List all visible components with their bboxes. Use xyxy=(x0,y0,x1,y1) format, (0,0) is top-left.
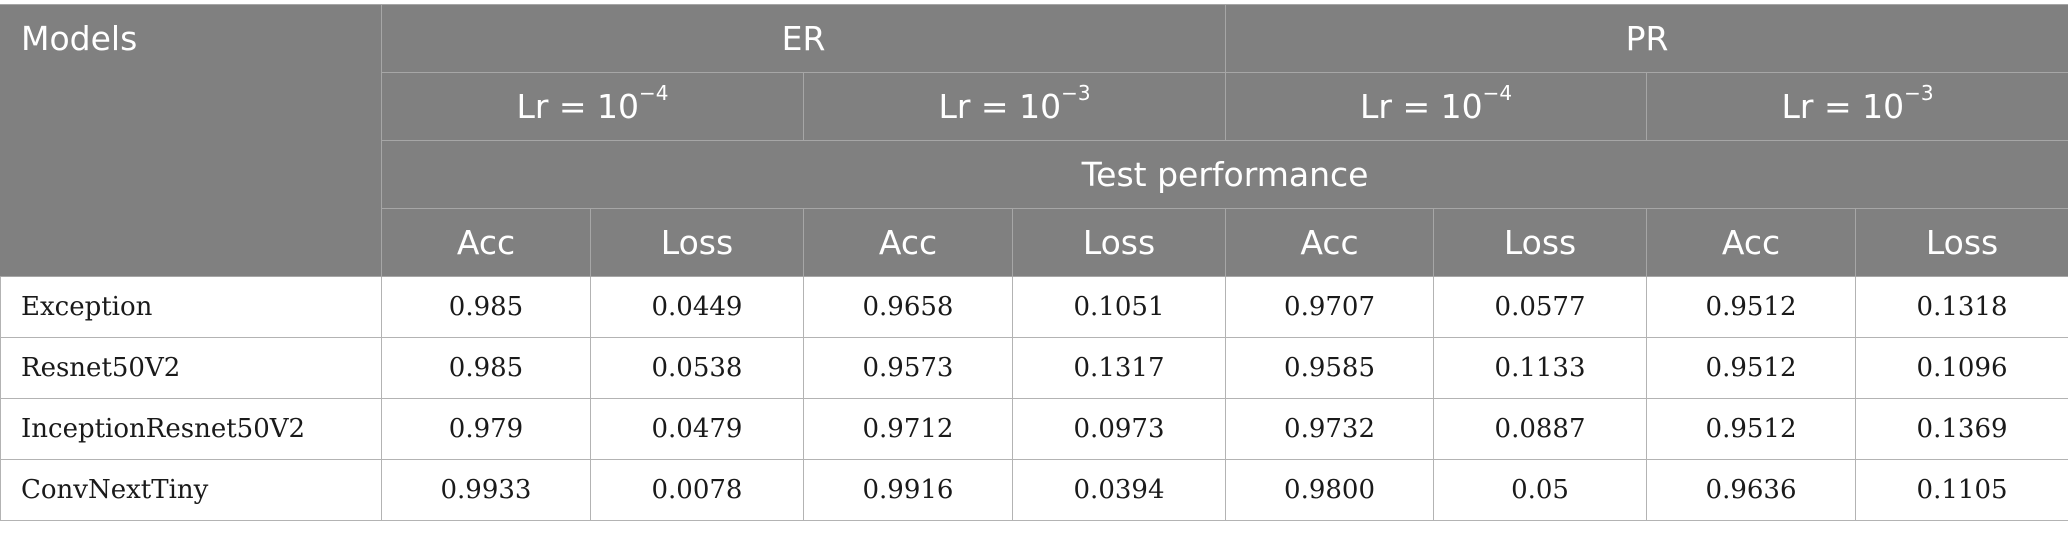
value-cell: 0.0449 xyxy=(590,276,804,338)
value-cell: 0.1317 xyxy=(1011,337,1227,399)
metric-header-loss: Loss xyxy=(590,208,804,277)
table-row: Exception 0.985 0.0449 0.9658 0.1051 0.9… xyxy=(0,276,2068,338)
metric-header-loss: Loss xyxy=(1011,208,1227,277)
metric-header-acc: Acc xyxy=(1225,208,1435,277)
value-cell: 0.9732 xyxy=(1225,398,1435,460)
value-cell: 0.0394 xyxy=(1011,459,1227,521)
value-cell: 0.0973 xyxy=(1011,398,1227,460)
value-cell: 0.9512 xyxy=(1646,398,1857,460)
lr-exponent: −4 xyxy=(1482,81,1513,105)
results-table: Models ER PR Lr = 10−4 Lr = 10−3 Lr = 10… xyxy=(0,4,2068,521)
lr-label: Lr = 10 xyxy=(1781,87,1905,126)
metric-header-acc: Acc xyxy=(381,208,591,277)
table-body: Exception 0.985 0.0449 0.9658 0.1051 0.9… xyxy=(0,276,2068,521)
model-name-cell: Resnet50V2 xyxy=(0,337,382,399)
lr-label: Lr = 10 xyxy=(938,87,1062,126)
value-cell: 0.0538 xyxy=(590,337,804,399)
lr-exponent: −3 xyxy=(1904,81,1934,105)
value-cell: 0.9512 xyxy=(1646,337,1857,399)
value-cell: 0.1105 xyxy=(1855,459,2068,521)
value-cell: 0.0479 xyxy=(590,398,804,460)
value-cell: 0.9933 xyxy=(381,459,591,521)
value-cell: 0.979 xyxy=(381,398,591,460)
header-row-groups: Models ER PR xyxy=(0,4,2068,277)
models-column-header: Models xyxy=(0,4,382,277)
lr-header-pr-1e-3: Lr = 10−3 xyxy=(1646,72,2068,141)
model-name-cell: ConvNextTiny xyxy=(0,459,382,521)
test-performance-header: Test performance xyxy=(380,140,2068,209)
value-cell: 0.0577 xyxy=(1433,276,1648,338)
table-row: InceptionResnet50V2 0.979 0.0479 0.9712 … xyxy=(0,398,2068,460)
value-cell: 0.9658 xyxy=(803,276,1013,338)
metric-header-acc: Acc xyxy=(803,208,1013,277)
lr-exponent: −4 xyxy=(639,81,669,105)
table-row: ConvNextTiny 0.9933 0.0078 0.9916 0.0394… xyxy=(0,459,2068,521)
group-header-er: ER xyxy=(380,4,1227,73)
value-cell: 0.9707 xyxy=(1225,276,1435,338)
value-cell: 0.9585 xyxy=(1225,337,1435,399)
group-header-pr: PR xyxy=(1225,4,2068,73)
model-name-cell: Exception xyxy=(0,276,382,338)
value-cell: 0.05 xyxy=(1433,459,1648,521)
value-cell: 0.0078 xyxy=(590,459,804,521)
table-header: Models ER PR Lr = 10−4 Lr = 10−3 Lr = 10… xyxy=(0,4,2068,277)
metric-header-loss: Loss xyxy=(1433,208,1648,277)
value-cell: 0.9712 xyxy=(803,398,1013,460)
value-cell: 0.985 xyxy=(381,337,591,399)
value-cell: 0.1369 xyxy=(1855,398,2068,460)
value-cell: 0.9800 xyxy=(1225,459,1435,521)
header-row-learning-rates: Lr = 10−4 Lr = 10−3 Lr = 10−4 Lr = 10−3 xyxy=(1,72,2068,141)
metric-header-loss: Loss xyxy=(1855,208,2068,277)
value-cell: 0.1318 xyxy=(1855,276,2068,338)
lr-label: Lr = 10 xyxy=(516,87,640,126)
header-row-test-performance: Test performance xyxy=(1,140,2068,209)
lr-label: Lr = 10 xyxy=(1360,87,1483,126)
lr-exponent: −3 xyxy=(1061,81,1091,105)
value-cell: 0.1051 xyxy=(1011,276,1227,338)
metric-header-acc: Acc xyxy=(1646,208,1857,277)
value-cell: 0.9916 xyxy=(803,459,1013,521)
lr-header-pr-1e-4: Lr = 10−4 xyxy=(1225,72,1648,141)
value-cell: 0.9573 xyxy=(803,337,1013,399)
value-cell: 0.1096 xyxy=(1855,337,2068,399)
model-name-cell: InceptionResnet50V2 xyxy=(0,398,382,460)
lr-header-er-1e-3: Lr = 10−3 xyxy=(802,72,1227,141)
value-cell: 0.985 xyxy=(381,276,591,338)
value-cell: 0.9512 xyxy=(1646,276,1857,338)
table-row: Resnet50V2 0.985 0.0538 0.9573 0.1317 0.… xyxy=(0,337,2068,399)
value-cell: 0.1133 xyxy=(1433,337,1648,399)
value-cell: 0.0887 xyxy=(1433,398,1648,460)
value-cell: 0.9636 xyxy=(1646,459,1857,521)
lr-header-er-1e-4: Lr = 10−4 xyxy=(381,72,804,141)
